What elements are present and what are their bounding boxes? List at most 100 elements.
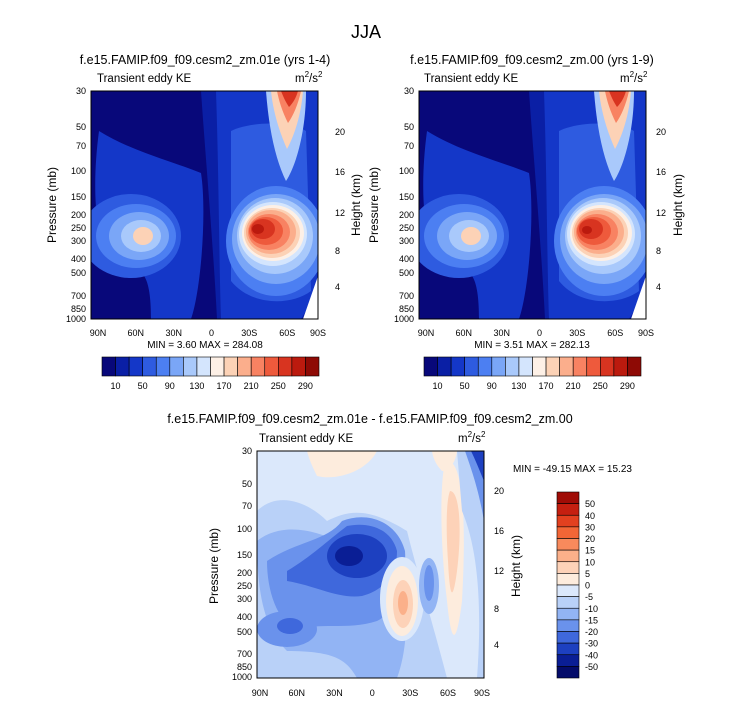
colorbar-tick-label: 5 bbox=[585, 569, 590, 579]
colorbar-tick-label: 15 bbox=[585, 546, 595, 556]
colorbar-swatch bbox=[559, 356, 574, 377]
colorbar-tick-label: 30 bbox=[585, 522, 595, 532]
panel-2-ytick: 1000 bbox=[232, 672, 252, 682]
panel-1-ytick: 300 bbox=[399, 236, 414, 246]
colorbar-swatch bbox=[183, 356, 198, 377]
colorbar-swatch bbox=[250, 356, 266, 377]
colorbar-swatch bbox=[556, 666, 580, 679]
panel-1-xtick: 30N bbox=[493, 328, 510, 338]
panel-2-ytick: 50 bbox=[242, 479, 252, 489]
colorbar-swatch bbox=[532, 356, 547, 377]
panel-2-ytick: 250 bbox=[237, 581, 252, 591]
panel-1-ytick: 30 bbox=[404, 86, 414, 96]
panel-2: f.e15.FAMIP.f09_f09.cesm2_zm.01e - f.e15… bbox=[167, 412, 632, 698]
colorbar-swatch bbox=[556, 607, 580, 621]
panel-1: f.e15.FAMIP.f09_f09.cesm2_zm.00 (yrs 1-9… bbox=[367, 53, 685, 351]
panel-0-ytick: 500 bbox=[71, 268, 86, 278]
panel-0-title: f.e15.FAMIP.f09_f09.cesm2_zm.01e (yrs 1-… bbox=[80, 53, 331, 67]
panel-1-ytick: 150 bbox=[399, 192, 414, 202]
panel-2-ytick: 400 bbox=[237, 612, 252, 622]
colorbar-absolute-left: 10 50 90 130 170 210 250 290 bbox=[101, 356, 320, 391]
panel-2-subtitle: Transient eddy KE bbox=[259, 433, 354, 445]
colorbar-swatch bbox=[556, 549, 580, 563]
panel-1-xtick: 60N bbox=[456, 328, 473, 338]
panel-2-ytick: 300 bbox=[237, 594, 252, 604]
colorbar-swatch bbox=[586, 356, 601, 377]
panel-0-ytick-right: 12 bbox=[335, 208, 345, 218]
colorbar-swatch bbox=[556, 538, 580, 551]
colorbar-swatch bbox=[264, 356, 279, 377]
colorbar-tick-label: 10 bbox=[111, 381, 121, 391]
panel-2-ytick-right: 12 bbox=[494, 566, 504, 576]
panel-0-ytick: 50 bbox=[76, 122, 86, 132]
panel-2-xtick: 60S bbox=[440, 688, 456, 698]
panel-2-field bbox=[257, 451, 484, 678]
panel-1-ylabel: Pressure (mb) bbox=[367, 167, 381, 243]
panel-1-ytick: 400 bbox=[399, 254, 414, 264]
panel-0-ytick: 300 bbox=[71, 236, 86, 246]
panel-1-ytick: 200 bbox=[399, 210, 414, 220]
panel-1-ytick: 100 bbox=[399, 166, 414, 176]
colorbar-swatch bbox=[210, 356, 225, 377]
colorbar-swatch bbox=[556, 642, 580, 656]
colorbar-tick-label: -10 bbox=[585, 604, 598, 614]
colorbar-tick-label: 290 bbox=[620, 381, 635, 391]
panel-0-xtick: 60N bbox=[128, 328, 145, 338]
colorbar-tick-label: 0 bbox=[585, 581, 590, 591]
colorbar-swatch bbox=[556, 631, 580, 644]
colorbar-swatch bbox=[142, 356, 157, 377]
panel-2-units: m2/s2 bbox=[458, 430, 486, 445]
panel-2-ytick: 30 bbox=[242, 446, 252, 456]
colorbar-tick-label: 170 bbox=[539, 381, 554, 391]
panel-1-ytick: 50 bbox=[404, 122, 414, 132]
panel-2-xtick: 60N bbox=[288, 688, 305, 698]
panel-1-xtick: 90N bbox=[418, 328, 435, 338]
panel-1-ytick-right: 20 bbox=[656, 127, 666, 137]
colorbar-swatch bbox=[545, 356, 560, 377]
colorbar-swatch bbox=[572, 356, 588, 377]
colorbar-swatch bbox=[627, 356, 642, 377]
panel-0-xtick: 60S bbox=[279, 328, 295, 338]
colorbar-swatch bbox=[437, 356, 452, 377]
colorbar-swatch bbox=[115, 356, 130, 377]
colorbar-swatch bbox=[600, 356, 615, 377]
panel-0-ytick: 30 bbox=[76, 86, 86, 96]
colorbar-tick-label: 10 bbox=[585, 557, 595, 567]
panel-2-xtick: 0 bbox=[370, 688, 375, 698]
panel-1-xtick: 30S bbox=[569, 328, 585, 338]
colorbar-swatch bbox=[491, 356, 506, 377]
panel-0-stats: MIN = 3.60 MAX = 284.08 bbox=[147, 340, 263, 351]
panel-2-ytick: 100 bbox=[237, 524, 252, 534]
colorbar-tick-label: 90 bbox=[487, 381, 497, 391]
colorbar-swatch bbox=[556, 514, 580, 528]
colorbar-tick-label: 210 bbox=[566, 381, 581, 391]
colorbar-tick-label: 250 bbox=[593, 381, 608, 391]
colorbar-tick-label: -20 bbox=[585, 627, 598, 637]
colorbar-tick-label: 210 bbox=[244, 381, 259, 391]
colorbar-tick-label: 50 bbox=[138, 381, 148, 391]
colorbar-swatch bbox=[464, 356, 479, 377]
panel-1-ylabel-right: Height (km) bbox=[671, 174, 685, 236]
panel-1-title: f.e15.FAMIP.f09_f09.cesm2_zm.00 (yrs 1-9… bbox=[410, 53, 654, 67]
panel-1-ytick: 850 bbox=[399, 304, 414, 314]
panel-0-ytick: 400 bbox=[71, 254, 86, 264]
panel-0-ytick: 1000 bbox=[66, 314, 86, 324]
panel-2-ylabel: Pressure (mb) bbox=[207, 528, 221, 604]
panel-0-xtick: 90S bbox=[310, 328, 326, 338]
panel-0-field bbox=[91, 91, 318, 319]
figure-title: JJA bbox=[351, 22, 381, 42]
panel-0-xtick: 90N bbox=[90, 328, 107, 338]
panel-0-ytick: 70 bbox=[76, 141, 86, 151]
colorbar-swatch bbox=[423, 356, 438, 377]
panel-1-stats: MIN = 3.51 MAX = 282.13 bbox=[474, 340, 590, 351]
panel-2-stats: MIN = -49.15 MAX = 15.23 bbox=[513, 464, 632, 475]
panel-1-ytick: 70 bbox=[404, 141, 414, 151]
panel-1-field bbox=[419, 91, 646, 319]
colorbar-swatch bbox=[155, 356, 171, 377]
panel-2-ytick-right: 8 bbox=[494, 604, 499, 614]
panel-1-units: m2/s2 bbox=[620, 70, 648, 85]
colorbar-swatch bbox=[518, 356, 533, 377]
colorbar-tick-label: -50 bbox=[585, 662, 598, 672]
colorbar-tick-label: 10 bbox=[433, 381, 443, 391]
